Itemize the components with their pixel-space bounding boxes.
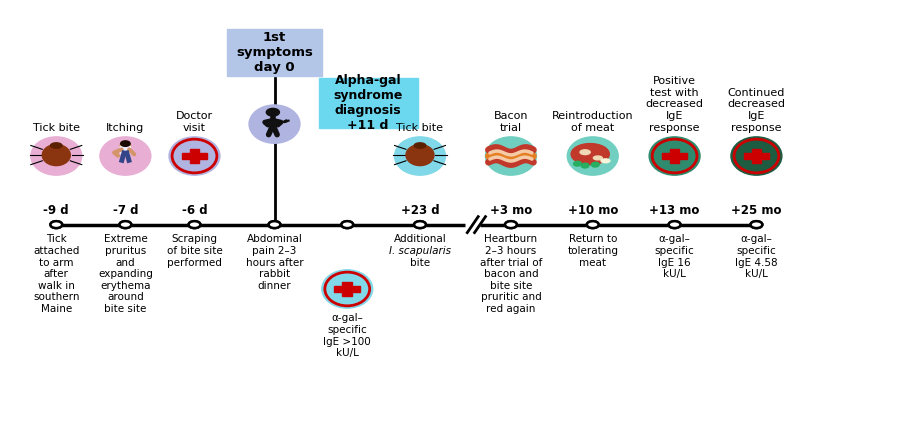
FancyBboxPatch shape <box>121 146 130 154</box>
Bar <box>182 153 207 159</box>
Circle shape <box>751 221 762 228</box>
Circle shape <box>268 221 281 228</box>
Text: Return to
tolerating
meat: Return to tolerating meat <box>567 235 618 267</box>
Text: Continued
decreased
IgE
response: Continued decreased IgE response <box>727 88 786 133</box>
Text: +13 mo: +13 mo <box>650 204 700 218</box>
FancyBboxPatch shape <box>121 147 130 154</box>
Bar <box>190 149 199 163</box>
Ellipse shape <box>591 162 599 167</box>
Text: Tick bite: Tick bite <box>397 123 444 133</box>
Bar <box>743 153 770 159</box>
Text: Alpha-gal
syndrome
diagnosis
+11 d: Alpha-gal syndrome diagnosis +11 d <box>334 74 403 132</box>
Ellipse shape <box>50 143 62 148</box>
Ellipse shape <box>249 105 300 143</box>
Text: Reintroduction
of meat: Reintroduction of meat <box>552 111 634 133</box>
Text: α-gal–
specific
IgE 16
kU/L: α-gal– specific IgE 16 kU/L <box>654 235 695 279</box>
Text: α-gal–
specific
IgE 4.58
kU/L: α-gal– specific IgE 4.58 kU/L <box>735 235 778 279</box>
Text: Positive
test with
decreased
IgE
response: Positive test with decreased IgE respons… <box>645 76 704 133</box>
Ellipse shape <box>322 270 373 308</box>
Text: bite: bite <box>410 258 430 268</box>
Ellipse shape <box>731 137 782 175</box>
Circle shape <box>751 221 762 228</box>
Text: +23 d: +23 d <box>400 204 439 218</box>
Text: Heartburn
2–3 hours
after trial of
bacon and
bite site
pruritic and
red again: Heartburn 2–3 hours after trial of bacon… <box>480 235 542 314</box>
Text: Bacon
trial: Bacon trial <box>494 111 528 133</box>
Circle shape <box>120 142 130 149</box>
Ellipse shape <box>485 137 536 175</box>
Bar <box>335 286 360 292</box>
Text: Abdominal
pain 2–3
hours after
rabbit
dinner: Abdominal pain 2–3 hours after rabbit di… <box>246 235 303 291</box>
Ellipse shape <box>581 163 589 168</box>
Circle shape <box>341 221 353 228</box>
Ellipse shape <box>406 145 434 166</box>
Text: Tick
attached
to arm
after
walk in
southern
Maine: Tick attached to arm after walk in south… <box>33 235 79 314</box>
Circle shape <box>268 221 281 228</box>
Circle shape <box>587 221 599 228</box>
Text: Doctor
visit: Doctor visit <box>176 111 213 133</box>
Text: Tick bite: Tick bite <box>32 123 80 133</box>
Circle shape <box>341 221 353 228</box>
Text: Additional: Additional <box>393 235 446 244</box>
Text: I. scapularis: I. scapularis <box>389 246 451 256</box>
Bar <box>662 153 688 159</box>
Bar <box>752 149 761 163</box>
Text: Itching: Itching <box>106 123 145 133</box>
Text: 1st
symptoms
day 0: 1st symptoms day 0 <box>236 31 313 74</box>
Ellipse shape <box>169 137 220 175</box>
Text: +3 mo: +3 mo <box>490 204 532 218</box>
Bar <box>670 149 680 163</box>
Circle shape <box>120 221 131 228</box>
Text: -6 d: -6 d <box>182 204 207 218</box>
Ellipse shape <box>573 162 581 166</box>
Circle shape <box>50 221 62 228</box>
Ellipse shape <box>31 137 82 175</box>
Circle shape <box>505 221 517 228</box>
Ellipse shape <box>572 144 609 165</box>
Circle shape <box>505 221 517 228</box>
Ellipse shape <box>100 137 151 175</box>
Bar <box>342 282 352 296</box>
Circle shape <box>587 221 599 228</box>
Circle shape <box>120 221 131 228</box>
Circle shape <box>50 221 62 228</box>
Circle shape <box>414 221 426 228</box>
Text: +25 mo: +25 mo <box>731 204 782 218</box>
Ellipse shape <box>42 145 70 166</box>
Circle shape <box>669 221 680 228</box>
Ellipse shape <box>394 137 446 175</box>
Ellipse shape <box>649 137 700 175</box>
Circle shape <box>266 109 279 116</box>
Ellipse shape <box>414 143 426 148</box>
Text: -7 d: -7 d <box>112 204 138 218</box>
FancyBboxPatch shape <box>227 28 322 76</box>
Text: -9 d: -9 d <box>43 204 69 218</box>
Circle shape <box>121 141 130 146</box>
Text: α-gal–
specific
IgE >100
kU/L: α-gal– specific IgE >100 kU/L <box>323 313 371 358</box>
Text: Scraping
of bite site
performed: Scraping of bite site performed <box>166 235 222 267</box>
Text: Extreme
pruritus
and
expanding
erythema
around
bite site: Extreme pruritus and expanding erythema … <box>98 235 153 314</box>
Circle shape <box>414 221 426 228</box>
Circle shape <box>669 221 680 228</box>
Circle shape <box>189 221 201 228</box>
Ellipse shape <box>567 137 618 175</box>
Circle shape <box>189 221 201 228</box>
FancyBboxPatch shape <box>319 78 418 128</box>
Ellipse shape <box>593 156 602 160</box>
Ellipse shape <box>580 150 590 154</box>
Text: +10 mo: +10 mo <box>568 204 618 218</box>
Ellipse shape <box>601 159 610 163</box>
